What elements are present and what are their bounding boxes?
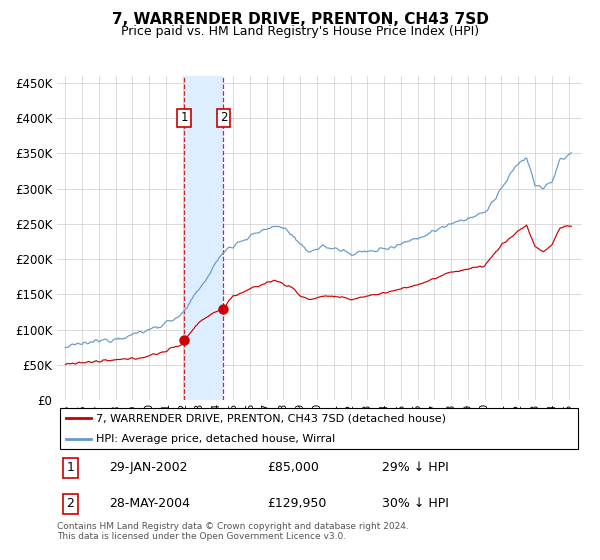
Text: 2: 2: [220, 111, 227, 124]
Text: 7, WARRENDER DRIVE, PRENTON, CH43 7SD: 7, WARRENDER DRIVE, PRENTON, CH43 7SD: [112, 12, 488, 27]
Text: £85,000: £85,000: [267, 461, 319, 474]
Text: £129,950: £129,950: [267, 497, 326, 510]
Bar: [184, 76, 223, 400]
FancyBboxPatch shape: [59, 408, 578, 449]
Text: Price paid vs. HM Land Registry's House Price Index (HPI): Price paid vs. HM Land Registry's House …: [121, 25, 479, 38]
Text: 2: 2: [66, 497, 74, 510]
Text: HPI: Average price, detached house, Wirral: HPI: Average price, detached house, Wirr…: [97, 433, 335, 444]
Text: 30% ↓ HPI: 30% ↓ HPI: [383, 497, 449, 510]
Text: 1: 1: [66, 461, 74, 474]
Text: Contains HM Land Registry data © Crown copyright and database right 2024.
This d: Contains HM Land Registry data © Crown c…: [57, 522, 409, 542]
Text: 1: 1: [181, 111, 188, 124]
Text: 7, WARRENDER DRIVE, PRENTON, CH43 7SD (detached house): 7, WARRENDER DRIVE, PRENTON, CH43 7SD (d…: [97, 413, 446, 423]
Text: 29-JAN-2002: 29-JAN-2002: [110, 461, 188, 474]
Text: 28-MAY-2004: 28-MAY-2004: [110, 497, 191, 510]
Text: 29% ↓ HPI: 29% ↓ HPI: [383, 461, 449, 474]
